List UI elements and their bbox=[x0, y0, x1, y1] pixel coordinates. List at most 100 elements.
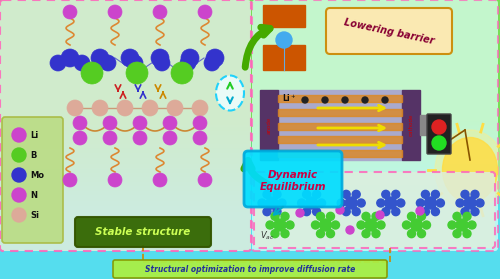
Circle shape bbox=[151, 49, 169, 67]
Bar bbox=[402, 90, 420, 160]
Bar bbox=[260, 90, 278, 160]
Ellipse shape bbox=[435, 130, 500, 210]
Circle shape bbox=[377, 199, 385, 207]
Bar bbox=[0, 208, 500, 210]
FancyBboxPatch shape bbox=[252, 0, 498, 251]
Circle shape bbox=[181, 49, 199, 67]
Circle shape bbox=[461, 190, 469, 198]
Bar bbox=[0, 183, 500, 185]
Bar bbox=[0, 147, 500, 149]
Text: Dynamic
Equilibrium: Dynamic Equilibrium bbox=[260, 170, 326, 192]
Circle shape bbox=[258, 199, 266, 207]
Circle shape bbox=[377, 221, 385, 229]
Circle shape bbox=[416, 207, 424, 215]
Circle shape bbox=[133, 116, 147, 130]
Bar bbox=[0, 143, 500, 144]
Circle shape bbox=[316, 230, 324, 238]
Bar bbox=[0, 184, 500, 186]
Circle shape bbox=[342, 208, 350, 216]
Text: Li: Li bbox=[30, 131, 38, 141]
Text: N: N bbox=[30, 191, 37, 201]
Bar bbox=[278, 109, 402, 116]
Circle shape bbox=[436, 199, 444, 207]
Circle shape bbox=[206, 49, 224, 67]
Circle shape bbox=[312, 190, 320, 198]
Bar bbox=[0, 136, 500, 138]
Bar bbox=[0, 155, 500, 156]
Circle shape bbox=[281, 212, 289, 220]
Circle shape bbox=[453, 212, 461, 220]
Circle shape bbox=[63, 5, 77, 19]
Text: Lowering barrier: Lowering barrier bbox=[343, 18, 435, 47]
Bar bbox=[0, 151, 500, 153]
Circle shape bbox=[302, 97, 308, 103]
Circle shape bbox=[302, 190, 310, 198]
Circle shape bbox=[92, 100, 108, 116]
Circle shape bbox=[372, 230, 380, 238]
Circle shape bbox=[463, 212, 471, 220]
Circle shape bbox=[392, 190, 400, 198]
Circle shape bbox=[12, 168, 26, 182]
Bar bbox=[0, 203, 500, 204]
Circle shape bbox=[312, 221, 320, 229]
FancyBboxPatch shape bbox=[427, 114, 451, 154]
Bar bbox=[0, 124, 500, 126]
FancyBboxPatch shape bbox=[244, 151, 342, 207]
Circle shape bbox=[352, 190, 360, 198]
Circle shape bbox=[204, 55, 220, 71]
Circle shape bbox=[312, 208, 320, 216]
Circle shape bbox=[278, 199, 286, 207]
Circle shape bbox=[133, 131, 147, 145]
Text: B: B bbox=[30, 151, 36, 160]
Bar bbox=[0, 189, 500, 191]
Bar bbox=[0, 148, 500, 150]
Circle shape bbox=[332, 221, 340, 229]
Circle shape bbox=[408, 212, 416, 220]
Circle shape bbox=[424, 197, 436, 209]
Circle shape bbox=[464, 197, 476, 209]
Circle shape bbox=[12, 188, 26, 202]
Circle shape bbox=[456, 219, 468, 231]
Circle shape bbox=[63, 173, 77, 187]
Text: Mo: Mo bbox=[30, 172, 44, 181]
Circle shape bbox=[281, 230, 289, 238]
Circle shape bbox=[276, 32, 292, 48]
Circle shape bbox=[385, 197, 397, 209]
Circle shape bbox=[320, 219, 332, 231]
Bar bbox=[0, 177, 500, 179]
Circle shape bbox=[432, 120, 446, 134]
Circle shape bbox=[180, 55, 196, 71]
Bar bbox=[0, 204, 500, 206]
Circle shape bbox=[273, 190, 281, 198]
Circle shape bbox=[362, 212, 370, 220]
Circle shape bbox=[471, 208, 479, 216]
Bar bbox=[0, 207, 500, 209]
Circle shape bbox=[318, 199, 326, 207]
Circle shape bbox=[67, 100, 83, 116]
Circle shape bbox=[362, 230, 370, 238]
Circle shape bbox=[476, 199, 484, 207]
Bar bbox=[0, 120, 500, 122]
Circle shape bbox=[91, 49, 109, 67]
Circle shape bbox=[142, 100, 158, 116]
Circle shape bbox=[402, 221, 410, 229]
Circle shape bbox=[81, 62, 103, 84]
Circle shape bbox=[422, 221, 430, 229]
Bar bbox=[0, 158, 500, 159]
Circle shape bbox=[346, 226, 354, 234]
Bar bbox=[278, 122, 402, 129]
Bar bbox=[0, 171, 500, 173]
Bar bbox=[0, 132, 500, 134]
Bar bbox=[0, 156, 500, 158]
Circle shape bbox=[74, 55, 90, 71]
Bar bbox=[0, 160, 500, 162]
Circle shape bbox=[342, 190, 350, 198]
Bar bbox=[0, 194, 500, 195]
Circle shape bbox=[263, 208, 271, 216]
Bar bbox=[0, 153, 500, 155]
Circle shape bbox=[342, 97, 348, 103]
Circle shape bbox=[273, 208, 281, 216]
FancyBboxPatch shape bbox=[113, 260, 387, 278]
Circle shape bbox=[471, 190, 479, 198]
Bar bbox=[0, 175, 500, 177]
